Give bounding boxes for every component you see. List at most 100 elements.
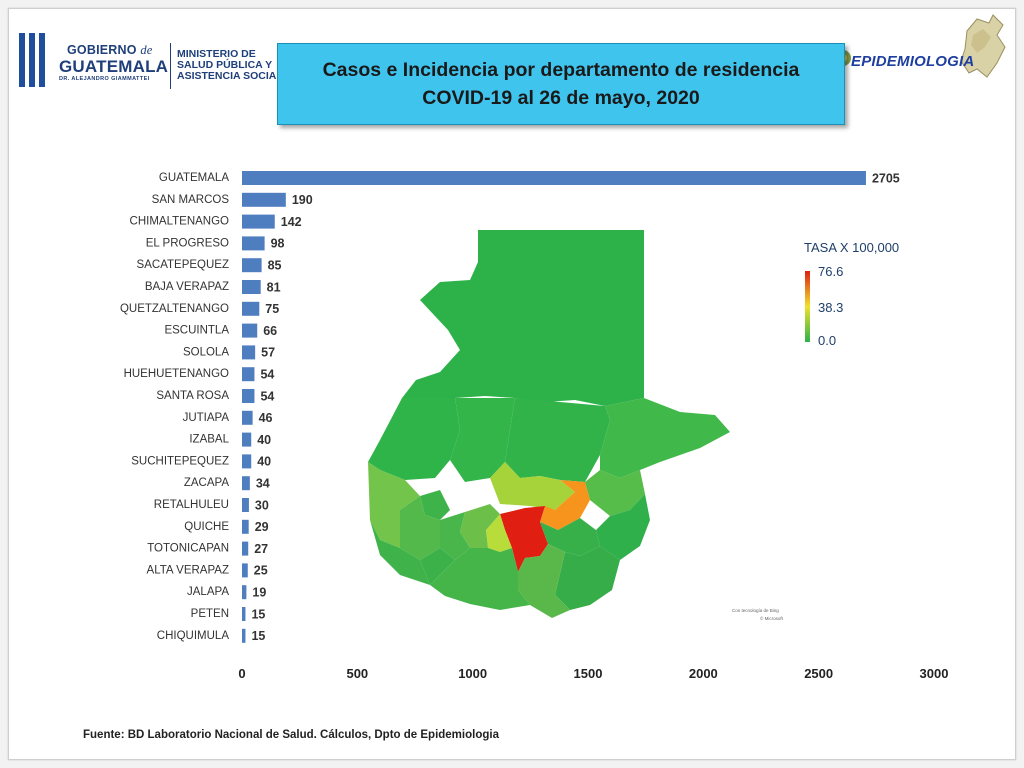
x-tick-label: 500	[346, 666, 368, 681]
bar-izabal	[242, 432, 252, 447]
x-axis-ticks: 0 500 1000 1500 2000 2500 3000	[238, 666, 948, 681]
data-label: 19	[252, 585, 266, 599]
map-retalhuleu	[370, 520, 430, 585]
data-label: 29	[255, 520, 269, 534]
data-label: 30	[255, 498, 269, 512]
x-tick-label: 1500	[574, 666, 603, 681]
guatemala-text: GUATEMALA	[59, 57, 169, 76]
data-label: 40	[257, 433, 271, 447]
chart-title: Casos e Incidencia por departamento de r…	[322, 59, 800, 81]
map-peten	[402, 230, 644, 406]
data-label: 2705	[872, 171, 900, 185]
map-zacapa	[585, 470, 645, 516]
map-quetzaltenango	[400, 496, 440, 560]
president-text: DR. ALEJANDRO GIAMMATTEI	[59, 76, 150, 82]
category-label: CHIMALTENANGO	[130, 216, 230, 228]
logo-divider	[170, 43, 171, 89]
bar-alta-verapaz	[242, 563, 248, 578]
category-label: QUICHE	[184, 521, 229, 533]
slide: GOBIERNO de GUATEMALA DR. ALEJANDRO GIAM…	[8, 8, 1016, 760]
data-label: 25	[254, 564, 268, 578]
gobierno-text: GOBIERNO de	[67, 43, 153, 57]
legend-min: 0.0	[818, 333, 836, 348]
guatemala-map: Con tecnología de Bing © Microsoft	[368, 230, 784, 621]
map-chimaltenango	[460, 504, 500, 548]
bar-solola	[242, 345, 256, 360]
category-label: SOLOLA	[183, 346, 229, 358]
bar-baja-verapaz	[242, 280, 261, 294]
attribution-line-1: Con tecnología de Bing	[732, 608, 779, 613]
data-label: 98	[271, 237, 285, 251]
category-label: ZACAPA	[184, 477, 229, 489]
data-label: 46	[259, 411, 273, 425]
category-label: EL PROGRESO	[146, 237, 229, 249]
map-san-marcos	[368, 462, 420, 548]
category-label: JUTIAPA	[183, 412, 230, 424]
category-label: JALAPA	[187, 586, 229, 598]
attribution-line-2: © Microsoft	[760, 615, 784, 621]
data-label: 85	[268, 258, 282, 272]
x-tick-label: 0	[238, 666, 245, 681]
map-izabal	[600, 398, 730, 478]
category-label: HUEHUETENANGO	[124, 368, 229, 380]
category-label: TOTONICAPAN	[147, 543, 229, 555]
bar-zacapa	[242, 476, 250, 491]
category-label: SANTA ROSA	[156, 390, 229, 402]
map-guatemala-dept	[500, 506, 548, 572]
category-label: CHIQUIMULA	[157, 630, 230, 642]
category-label: SACATEPEQUEZ	[137, 259, 229, 271]
map-huehuetenango	[368, 398, 460, 480]
category-label: SUCHITEPEQUEZ	[131, 455, 229, 467]
data-label: 54	[260, 389, 274, 403]
bar-chimaltenango	[242, 214, 275, 229]
data-label: 15	[251, 607, 265, 621]
category-label: RETALHULEU	[154, 499, 229, 511]
bar-santa-rosa	[242, 389, 255, 403]
data-label: 75	[265, 302, 279, 316]
logo-stripe-1	[19, 33, 25, 87]
category-labels: GUATEMALA SAN MARCOS CHIMALTENANGO EL PROGR…	[120, 172, 230, 642]
map-attribution: Con tecnología de Bing © Microsoft	[732, 608, 784, 621]
x-tick-label: 2000	[689, 666, 718, 681]
bar-el-progreso	[242, 236, 265, 251]
data-label: 142	[281, 215, 302, 229]
x-tick-label: 3000	[920, 666, 949, 681]
data-label: 15	[251, 629, 265, 643]
category-label: IZABAL	[189, 434, 229, 446]
map-totonicapan	[420, 490, 450, 520]
data-label: 34	[256, 476, 270, 490]
ministerio-line-1: MINISTERIO DE	[177, 48, 256, 60]
data-label: 57	[261, 346, 275, 360]
bar-series	[242, 171, 866, 643]
map-alta-verapaz	[505, 398, 610, 482]
data-label: 81	[267, 280, 281, 294]
data-label: 40	[257, 455, 271, 469]
chart-subtitle: COVID-19 al 26 de mayo, 2020	[422, 87, 700, 109]
bar-huehuetenango	[242, 367, 255, 382]
bar-suchitepequez	[242, 454, 252, 469]
logo-stripe-3	[39, 33, 45, 87]
category-label: SAN MARCOS	[152, 194, 230, 206]
map-sacatepequez	[486, 514, 512, 552]
category-label: ALTA VERAPAZ	[147, 564, 229, 576]
source-note: Fuente: BD Laboratorio Nacional de Salud…	[83, 729, 499, 741]
map-chiquimula	[596, 494, 650, 560]
bar-totonicapan	[242, 541, 249, 556]
bar-peten	[242, 607, 246, 621]
category-label: PETEN	[191, 608, 229, 620]
data-label: 66	[263, 324, 277, 338]
epidemiologia-text: EPIDEMIOLOGIA	[851, 53, 975, 70]
data-label: 54	[260, 367, 274, 381]
map-santa-rosa	[518, 544, 570, 618]
data-labels: 2705 190 142 98 85 81 75 66 57 54 54 46 40 40 34 30 29 27…	[251, 171, 899, 643]
bar-quetzaltenango	[242, 301, 260, 316]
bar-quiche	[242, 519, 249, 534]
bar-escuintla	[242, 323, 258, 338]
bar-retalhuleu	[242, 498, 249, 512]
map-jalapa	[540, 518, 600, 556]
ministerio-line-2: SALUD PÚBLICA Y	[177, 59, 273, 71]
category-label: BAJA VERAPAZ	[145, 281, 229, 293]
x-tick-label: 2500	[804, 666, 833, 681]
bar-jutiapa	[242, 410, 253, 425]
